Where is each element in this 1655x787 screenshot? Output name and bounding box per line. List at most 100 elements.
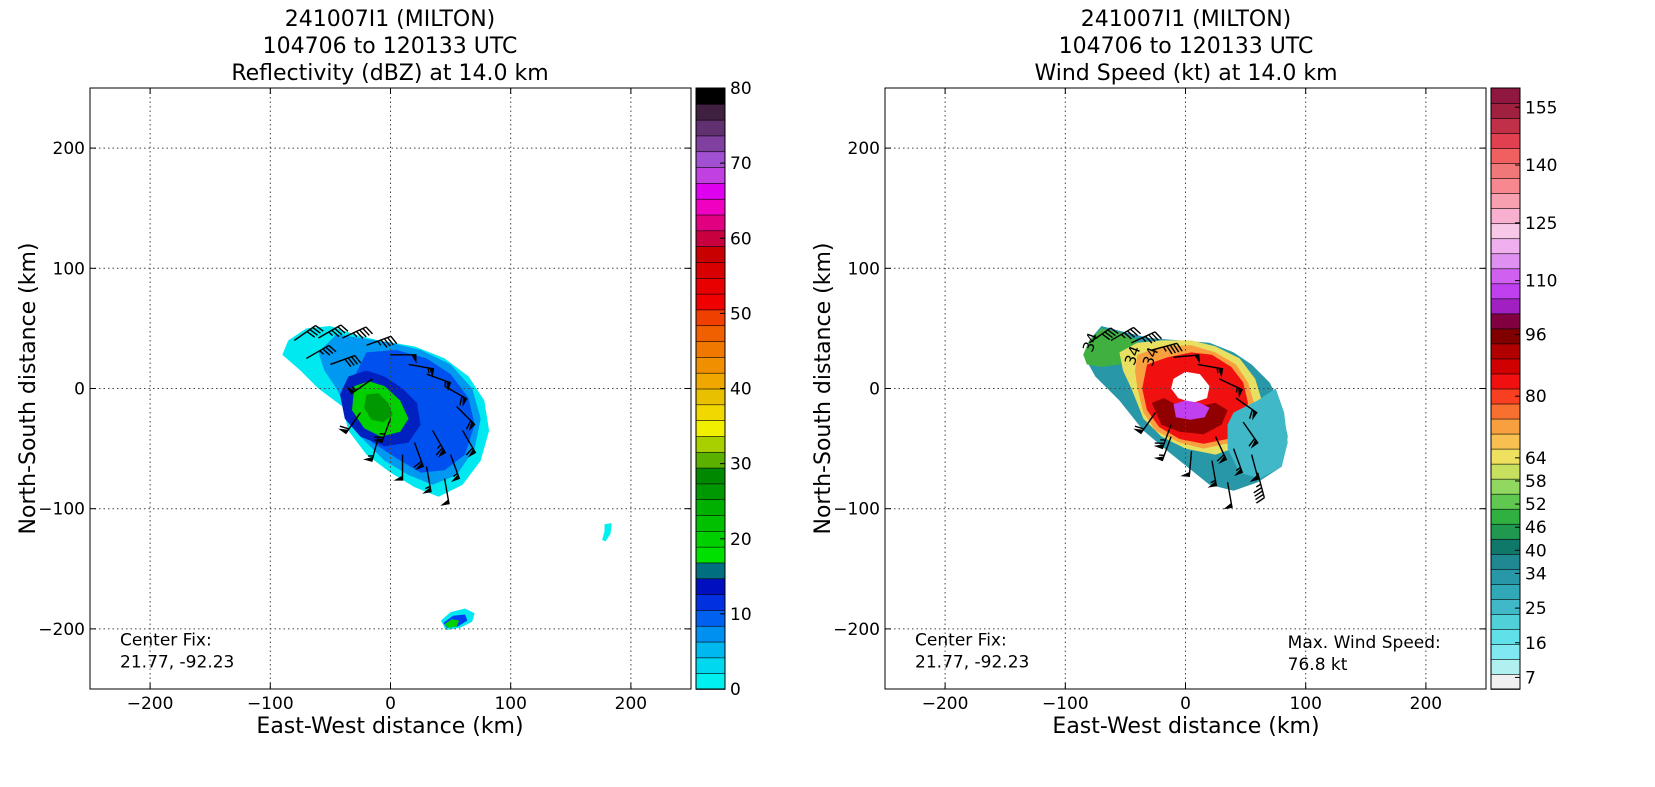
wind-barb <box>342 326 374 339</box>
colorbar-tick-label: 46 <box>1525 518 1547 538</box>
colorbar-tick-label: 110 <box>1525 272 1557 292</box>
colorbar-segment <box>695 404 726 421</box>
colorbar-tick-label: 58 <box>1525 472 1547 492</box>
colorbar-segment <box>695 277 726 295</box>
chart-title-line: 104706 to 120133 UTC <box>263 34 518 59</box>
chart-title-line: Reflectivity (dBZ) at 14.0 km <box>231 61 548 86</box>
colorbar: 0 10 20 30 40 50 60 70 80 <box>695 79 752 700</box>
colorbar-segment <box>695 261 726 279</box>
wind-barb <box>431 430 447 458</box>
colorbar-segment <box>695 451 726 469</box>
colorbar-segment <box>1490 568 1521 585</box>
wind-barb <box>1173 354 1201 364</box>
wind-barb <box>346 378 373 395</box>
wind-barb <box>462 430 477 458</box>
annotation-center-fix: Center Fix: <box>120 631 212 651</box>
colorbar-tick-label: 80 <box>730 79 752 99</box>
colorbar-tick-label: 30 <box>730 455 752 475</box>
x-tick-label: −200 <box>922 694 969 714</box>
colorbar-segment <box>1490 177 1521 194</box>
data-region-east-tendril <box>602 523 612 542</box>
colorbar-tick-label: 40 <box>1525 541 1547 561</box>
colorbar-segment <box>1490 658 1521 675</box>
colorbar-tick-label: 64 <box>1525 449 1547 469</box>
x-tick-label: −200 <box>127 694 174 714</box>
colorbar-segment <box>1490 252 1521 270</box>
colorbar-segment <box>695 372 726 390</box>
colorbar-tick-label: 96 <box>1525 326 1547 346</box>
colorbar-segment <box>695 388 726 406</box>
colorbar-segment <box>695 467 726 485</box>
colorbar-segment <box>695 498 726 516</box>
data-region-purple-core <box>1173 400 1210 420</box>
colorbar-segment <box>695 135 726 153</box>
colorbar-segment <box>1490 358 1521 375</box>
wind-barb <box>1242 421 1259 449</box>
wind-barb <box>1232 448 1244 477</box>
y-tick-label: 200 <box>848 139 880 159</box>
wind-barb <box>393 454 404 481</box>
chart-title-line: 241007I1 (MILTON) <box>1081 7 1292 32</box>
colorbar-segment <box>695 672 726 690</box>
colorbar-segment <box>1490 403 1521 420</box>
wind-barb <box>1223 482 1233 510</box>
data-region-eye <box>1171 371 1210 403</box>
y-tick-label: −100 <box>38 500 85 520</box>
wind-barb <box>413 442 425 471</box>
x-axis-label: East-West distance (km) <box>1052 714 1319 739</box>
colorbar-segment <box>695 657 726 674</box>
colorbar-segment <box>1490 102 1521 119</box>
colorbar-tick-label: 60 <box>730 229 752 249</box>
colorbar-tick-label: 20 <box>730 530 752 550</box>
colorbar-segment <box>695 103 726 121</box>
colorbar-segment <box>1490 313 1521 330</box>
colorbar-segment <box>695 119 726 137</box>
colorbar: 7 16 25 34 40 46 52 58 64 80 96 110 125 140 155 <box>1490 87 1557 690</box>
colorbar-segment <box>695 356 726 374</box>
contour-label: 34 <box>1079 330 1102 354</box>
colorbar-segment <box>695 87 726 105</box>
colorbar-segment <box>1490 328 1521 345</box>
colorbar-tick-label: 34 <box>1525 564 1547 584</box>
colorbar-tick-label: 10 <box>730 605 752 625</box>
colorbar-tick-label: 52 <box>1525 495 1547 515</box>
wind-barb <box>318 324 349 339</box>
annotation-center-fix: 21.77, -92.23 <box>915 653 1029 673</box>
x-tick-label: 0 <box>385 694 396 714</box>
wind-barb <box>338 412 362 435</box>
x-axis-label: East-West distance (km) <box>256 714 523 739</box>
colorbar-segment <box>1490 613 1521 630</box>
colorbar-segment <box>695 198 726 216</box>
y-tick-label: −200 <box>833 620 880 640</box>
colorbar-frame <box>1490 87 1521 690</box>
colorbar-segment <box>1490 598 1521 615</box>
x-tick-label: 100 <box>494 694 526 714</box>
wind-barb <box>1131 331 1163 344</box>
wind-barb <box>440 478 450 506</box>
colorbar-segment <box>1490 267 1521 285</box>
y-axis-label: North-South distance (km) <box>811 243 836 535</box>
y-tick-label: −100 <box>833 500 880 520</box>
colorbar-segment <box>1490 553 1521 570</box>
colorbar-tick-label: 70 <box>730 154 752 174</box>
annotation-center-fix: 21.77, -92.23 <box>120 653 234 673</box>
colorbar-tick-label: 25 <box>1525 599 1547 619</box>
data-region-se-teal-extension <box>1227 388 1288 479</box>
colorbar-segment <box>695 577 726 595</box>
wind-barb <box>330 354 362 368</box>
colorbar-segment <box>695 609 726 627</box>
contour-label: 34 <box>1139 345 1162 369</box>
data-region-eyewall-core <box>364 393 393 423</box>
colorbar-segment <box>1490 192 1521 210</box>
wind-barb <box>1180 450 1193 477</box>
x-tick-label: −100 <box>247 694 294 714</box>
colorbar-segment <box>1490 643 1521 660</box>
wind-barb <box>366 335 398 348</box>
colorbar-segment <box>695 214 726 232</box>
colorbar-segment <box>695 514 726 532</box>
colorbar-segment <box>1490 343 1521 360</box>
colorbar-segment <box>1490 448 1521 465</box>
